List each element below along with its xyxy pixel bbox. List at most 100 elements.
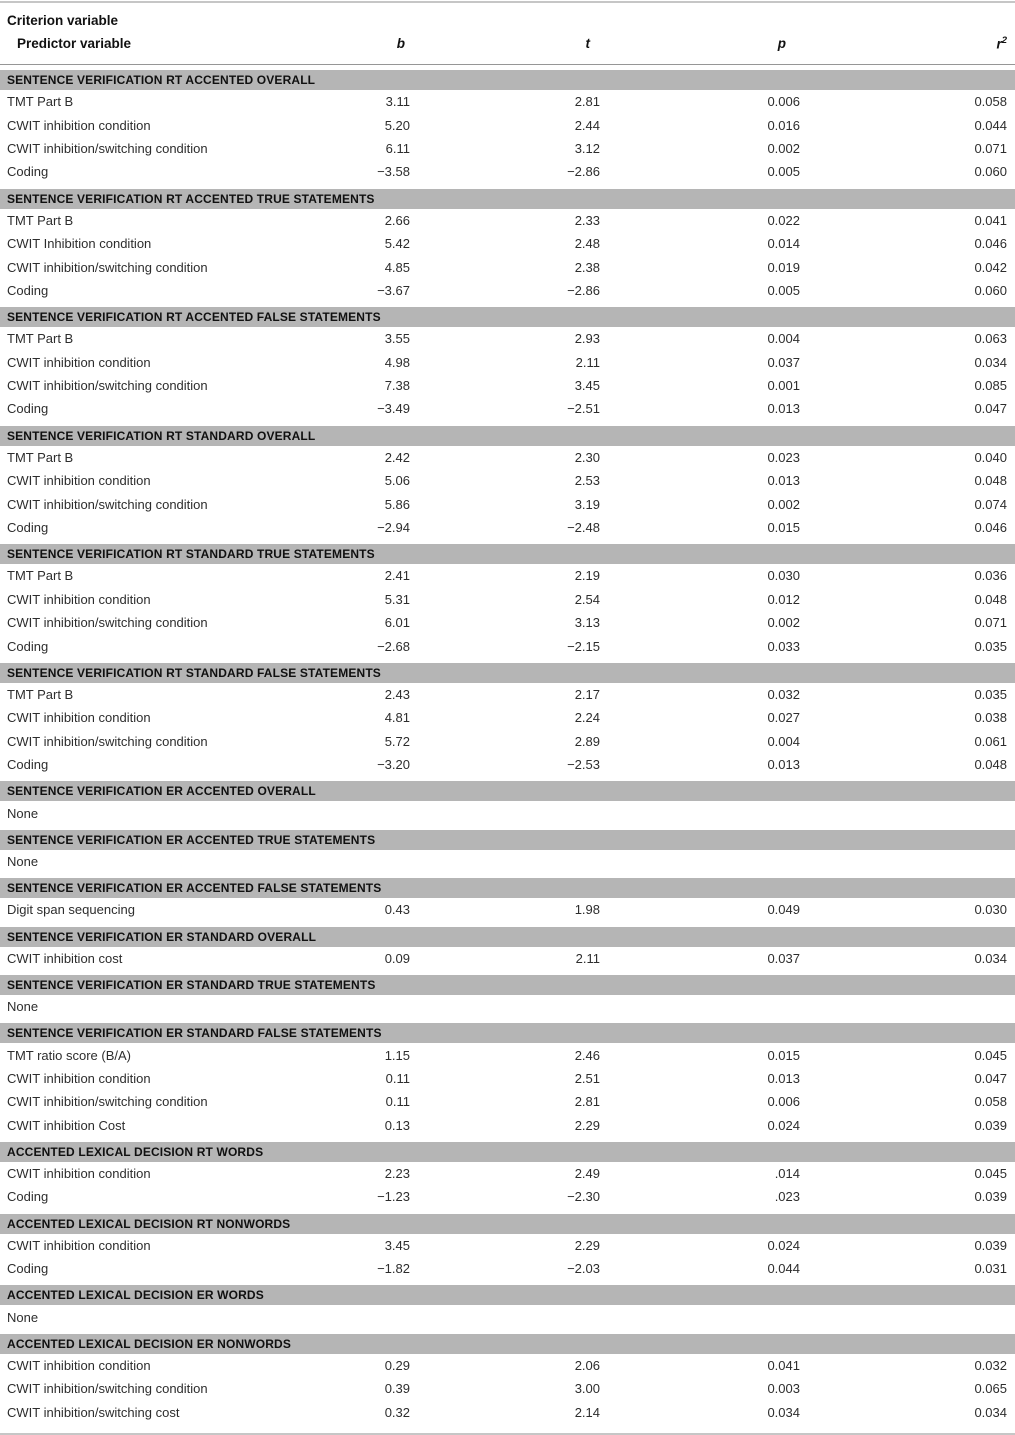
- section-header: SENTENCE VERIFICATION ER ACCENTED OVERAL…: [0, 781, 1015, 802]
- table-row: CWIT inhibition/switching condition 4.85 2…: [0, 255, 1015, 278]
- t-value-cell: −2.15: [567, 638, 600, 654]
- p-value-cell: 0.014: [767, 236, 800, 252]
- predictor-cell: None: [7, 999, 39, 1015]
- predictor-cell: None: [7, 805, 39, 821]
- t-value-cell: 2.51: [574, 1070, 600, 1086]
- b-value-cell: 0.29: [384, 1358, 410, 1374]
- t-value-cell: 2.81: [574, 94, 600, 110]
- b-value-cell: 5.42: [384, 236, 410, 252]
- t-value-cell: −2.86: [567, 164, 600, 180]
- p-value-cell: 0.015: [767, 1047, 800, 1063]
- table-row: Coding −2.94 −2.48 0.015 0.046: [0, 516, 1015, 539]
- b-value-cell: −2.94: [377, 520, 410, 536]
- t-value-cell: 2.81: [574, 1094, 600, 1110]
- b-value-cell: 0.39: [384, 1381, 410, 1397]
- b-value-cell: −3.67: [377, 282, 410, 298]
- b-value-cell: 2.66: [384, 212, 410, 228]
- r2-value-cell: 0.045: [974, 1166, 1007, 1182]
- b-value-cell: 2.41: [384, 568, 410, 584]
- predictor-cell: Coding: [7, 638, 49, 654]
- b-value-cell: 3.45: [384, 1237, 410, 1253]
- p-value-cell: 0.015: [767, 520, 800, 536]
- predictor-cell: CWIT inhibition/switching condition: [7, 615, 208, 631]
- b-value-cell: 0.11: [385, 1070, 410, 1086]
- predictor-cell: CWIT inhibition condition: [7, 354, 151, 370]
- predictor-cell: Coding: [7, 520, 49, 536]
- table-row: CWIT inhibition condition 4.81 2.24 0.027 0.…: [0, 706, 1015, 729]
- table-body: SENTENCE VERIFICATION RT ACCENTED OVERAL…: [0, 70, 1015, 1424]
- p-value-cell: 0.005: [767, 282, 800, 298]
- r2-value-cell: 0.030: [974, 902, 1007, 918]
- table-row: CWIT Inhibition condition 5.42 2.48 0.014 0.…: [0, 232, 1015, 255]
- r2-value-cell: 0.039: [974, 1237, 1007, 1253]
- r2-value-cell: 0.046: [974, 520, 1007, 536]
- section-header: ACCENTED LEXICAL DECISION RT WORDS: [0, 1141, 1015, 1162]
- predictor-cell: CWIT inhibition/switching condition: [7, 378, 208, 394]
- section-header: SENTENCE VERIFICATION RT ACCENTED FALSE …: [0, 307, 1015, 328]
- predictor-cell: TMT Part B: [7, 449, 74, 465]
- p-value-cell: 0.024: [767, 1237, 800, 1253]
- b-value-cell: 6.11: [385, 140, 410, 156]
- p-value-cell: 0.003: [767, 1381, 800, 1397]
- column-header-t: t: [585, 36, 591, 51]
- b-value-cell: 0.09: [384, 950, 410, 966]
- b-value-cell: 2.23: [384, 1166, 410, 1182]
- b-value-cell: −3.49: [377, 401, 410, 417]
- p-value-cell: 0.049: [767, 902, 800, 918]
- p-value-cell: 0.002: [767, 496, 800, 512]
- p-value-cell: 0.012: [767, 591, 800, 607]
- column-header-p: p: [777, 36, 786, 51]
- table-row: CWIT inhibition condition 2.23 2.49 .014 0.0…: [0, 1162, 1015, 1185]
- p-value-cell: 0.034: [767, 1404, 800, 1420]
- r2-value-cell: 0.065: [974, 1381, 1007, 1397]
- predictor-cell: CWIT inhibition condition: [7, 1166, 151, 1182]
- p-value-cell: 0.024: [767, 1117, 800, 1133]
- predictor-cell: CWIT inhibition condition: [7, 1070, 151, 1086]
- p-value-cell: 0.006: [767, 1094, 800, 1110]
- table-top-rule: [0, 1, 1015, 3]
- t-value-cell: 2.06: [574, 1358, 600, 1374]
- table-row: TMT Part B 3.55 2.93 0.004 0.063: [0, 327, 1015, 350]
- p-value-cell: 0.002: [767, 140, 800, 156]
- t-value-cell: 2.93: [574, 331, 600, 347]
- r2-value-cell: 0.048: [974, 473, 1007, 489]
- r2-value-cell: 0.060: [974, 164, 1007, 180]
- t-value-cell: 2.46: [574, 1047, 600, 1063]
- p-value-cell: 0.005: [767, 164, 800, 180]
- table-row: CWIT inhibition/switching cost 0.32 2.14 0.…: [0, 1401, 1015, 1424]
- table-row: CWIT inhibition/switching condition 6.01 3…: [0, 611, 1015, 634]
- table-row: CWIT inhibition condition 5.31 2.54 0.012 0.…: [0, 588, 1015, 611]
- r2-value-cell: 0.060: [974, 282, 1007, 298]
- table-row: CWIT inhibition condition 0.11 2.51 0.013 0.…: [0, 1067, 1015, 1090]
- b-value-cell: 0.32: [384, 1404, 410, 1420]
- table-row: Coding −3.20 −2.53 0.013 0.048: [0, 753, 1015, 776]
- p-value-cell: 0.032: [767, 687, 800, 702]
- section-header: SENTENCE VERIFICATION ER STANDARD TRUE S…: [0, 974, 1015, 995]
- p-value-cell: 0.044: [767, 1261, 800, 1277]
- r2-value-cell: 0.041: [974, 212, 1007, 228]
- r2-value-cell: 0.036: [974, 568, 1007, 584]
- column-header-r2: r2: [996, 35, 1007, 52]
- predictor-cell: TMT ratio score (B/A): [7, 1047, 132, 1063]
- t-value-cell: −2.48: [567, 520, 600, 536]
- predictor-cell: None: [7, 1309, 39, 1325]
- table-row: CWIT inhibition condition 5.06 2.53 0.013 0.…: [0, 469, 1015, 492]
- r2-value-cell: 0.042: [974, 259, 1007, 275]
- t-value-cell: 3.45: [574, 378, 600, 394]
- b-value-cell: 6.01: [384, 615, 410, 631]
- b-value-cell: 4.85: [384, 259, 410, 275]
- p-value-cell: 0.033: [767, 638, 800, 654]
- p-value-cell: 0.030: [767, 568, 800, 584]
- predictor-cell: Coding: [7, 401, 49, 417]
- r2-value-cell: 0.085: [974, 378, 1007, 394]
- table-row: TMT Part B 2.41 2.19 0.030 0.036: [0, 564, 1015, 587]
- t-value-cell: −2.30: [567, 1189, 600, 1205]
- b-value-cell: 0.43: [384, 902, 410, 918]
- predictor-cell: CWIT inhibition/switching condition: [7, 1381, 208, 1397]
- predictor-cell: CWIT inhibition condition: [7, 473, 151, 489]
- b-value-cell: 5.86: [384, 496, 410, 512]
- b-value-cell: −3.58: [377, 164, 410, 180]
- predictor-cell: Digit span sequencing: [7, 902, 135, 918]
- table-row: TMT Part B 2.42 2.30 0.023 0.040: [0, 446, 1015, 469]
- t-value-cell: 2.17: [574, 687, 600, 702]
